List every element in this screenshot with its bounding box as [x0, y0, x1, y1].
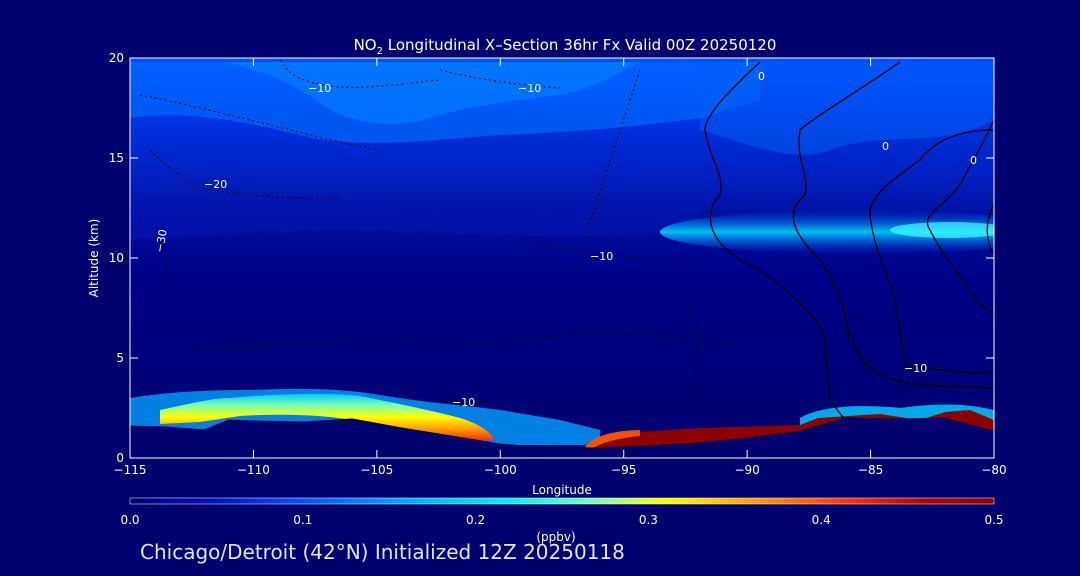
contour-label: 0 [970, 154, 977, 167]
x-tick-label: −80 [981, 463, 1006, 477]
y-tick-label: 15 [109, 151, 124, 165]
mid-band [130, 196, 700, 240]
y-axis-label: Altitude (km) [87, 219, 101, 298]
colorbar-label: (ppbv) [536, 530, 575, 544]
x-axis: −115 −110 −105 −100 −95 −90 −85 −80 [114, 58, 1007, 477]
contour-east-neg10 [869, 129, 994, 374]
title-subscript: 2 [377, 46, 383, 57]
terrain-surface [130, 417, 994, 458]
jet-core [890, 222, 994, 238]
colorbar [129, 497, 995, 505]
dotted-contours [139, 59, 741, 404]
colorbar-tick-label: 0.0 [120, 513, 139, 527]
y-tick-label: 5 [116, 351, 124, 365]
contour-label: −10 [308, 82, 331, 95]
contour-far-east [986, 204, 994, 256]
x-tick-label: −115 [114, 463, 147, 477]
contour-label: −10 [904, 362, 927, 375]
boundary-layer-east-edge [585, 430, 640, 450]
y-axis: 0 5 10 15 20 [109, 51, 994, 465]
colorbar-ticks: 0.0 0.1 0.2 0.3 0.4 0.5 [120, 513, 1003, 527]
x-tick-label: −110 [237, 463, 270, 477]
y-tick-label: 10 [109, 251, 124, 265]
jet-band [660, 210, 994, 254]
colorbar-tick-label: 0.1 [293, 513, 312, 527]
contour-label: 0 [882, 140, 889, 153]
y-tick-label: 20 [109, 51, 124, 65]
colorbar-tick-label: 0.2 [466, 513, 485, 527]
title-prefix: NO [354, 36, 377, 54]
y-tick-label: 0 [116, 451, 124, 465]
contour-labels: −10 −10 −20 −30 −10 −10 0 0 0 −10 [153, 70, 977, 409]
dotted-2 [439, 69, 561, 89]
colorbar-tick-label: 0.4 [812, 513, 831, 527]
boundary-layer-west [160, 393, 495, 440]
title-rest: Longitudinal X–Section 36hr Fx Valid 00Z… [383, 36, 776, 54]
dotted-6 [519, 239, 651, 259]
run-info-footer: Chicago/Detroit (42°N) Initialized 12Z 2… [140, 540, 625, 564]
contour-lower-east [849, 329, 994, 389]
dotted-10 [689, 299, 699, 391]
contour-label: −10 [452, 396, 475, 409]
contour-east-zero [926, 119, 994, 316]
x-axis-label: Longitude [532, 483, 592, 497]
contour-label: −20 [204, 178, 227, 191]
chart-title: NO2 Longitudinal X–Section 36hr Fx Valid… [354, 36, 777, 57]
x-tick-label: −105 [360, 463, 393, 477]
x-tick-label: −85 [858, 463, 883, 477]
x-tick-label: −100 [484, 463, 517, 477]
contour-label: 0 [758, 70, 765, 83]
contour-lines [704, 61, 994, 421]
contour-label: −30 [153, 228, 170, 253]
contour-zero [704, 61, 846, 421]
x-tick-label: −95 [611, 463, 636, 477]
x-tick-label: −90 [734, 463, 759, 477]
contour-west-neg10 [792, 61, 901, 346]
dotted-5 [159, 229, 171, 291]
colorbar-tick-label: 0.3 [639, 513, 658, 527]
upper-patch-2 [130, 62, 760, 143]
contour-label: −10 [590, 250, 613, 263]
upper-patch-3 [700, 62, 994, 155]
dotted-4 [149, 149, 341, 199]
colorbar-tick-label: 0.5 [984, 513, 1003, 527]
plot-area: −10 −10 −20 −30 −10 −10 0 0 0 −10 [130, 58, 994, 458]
dotted-9 [419, 399, 491, 404]
contour-label: −10 [518, 82, 541, 95]
